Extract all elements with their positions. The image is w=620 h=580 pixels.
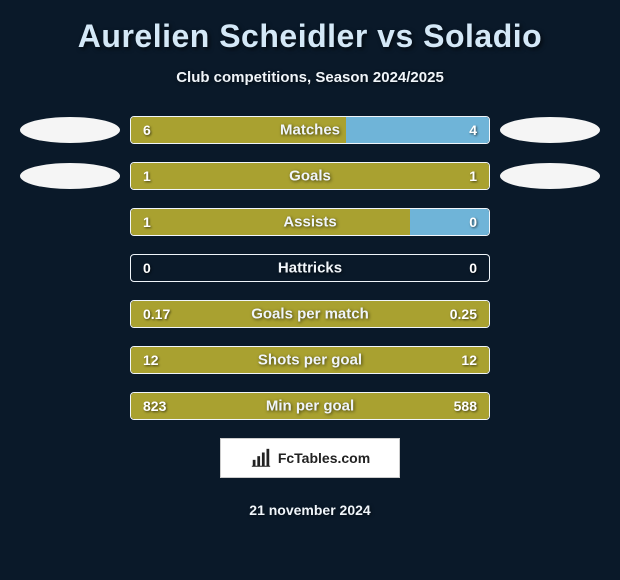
stat-bar: 1 0 Assists	[130, 208, 490, 236]
value-right: 0	[469, 260, 477, 276]
bar-right-fill	[346, 117, 489, 143]
value-right: 0	[469, 214, 477, 230]
stat-label: Matches	[280, 122, 340, 139]
value-left: 1	[143, 168, 151, 184]
value-left: 823	[143, 398, 166, 414]
team-badge-left	[20, 117, 120, 143]
value-left: 6	[143, 122, 151, 138]
bar-left-fill	[131, 209, 410, 235]
stat-row: 1 1 Goals	[10, 162, 610, 190]
stat-label: Goals per match	[251, 306, 369, 323]
value-left: 1	[143, 214, 151, 230]
stat-row: 0.17 0.25 Goals per match	[10, 300, 610, 328]
stat-row: 12 12 Shots per goal	[10, 346, 610, 374]
team-badge-left	[20, 163, 120, 189]
stat-row: 1 0 Assists	[10, 208, 610, 236]
stat-bar: 12 12 Shots per goal	[130, 346, 490, 374]
stat-bar: 0 0 Hattricks	[130, 254, 490, 282]
stat-label: Hattricks	[278, 260, 342, 277]
team-badge-right	[500, 163, 600, 189]
value-right: 588	[454, 398, 477, 414]
stat-label: Goals	[289, 168, 331, 185]
stat-row: 6 4 Matches	[10, 116, 610, 144]
stat-label: Assists	[283, 214, 336, 231]
stat-bar: 6 4 Matches	[130, 116, 490, 144]
value-right: 1	[469, 168, 477, 184]
value-right: 0.25	[450, 306, 477, 322]
stat-row: 823 588 Min per goal	[10, 392, 610, 420]
stat-bar: 0.17 0.25 Goals per match	[130, 300, 490, 328]
stat-label: Min per goal	[266, 398, 354, 415]
footer-badge[interactable]: FcTables.com	[220, 438, 400, 478]
left-badge-col	[10, 117, 130, 143]
team-badge-right	[500, 117, 600, 143]
subtitle: Club competitions, Season 2024/2025	[0, 69, 620, 86]
value-left: 12	[143, 352, 159, 368]
left-badge-col	[10, 163, 130, 189]
stat-bar: 1 1 Goals	[130, 162, 490, 190]
value-left: 0.17	[143, 306, 170, 322]
page-title: Aurelien Scheidler vs Soladio	[0, 18, 620, 55]
value-right: 4	[469, 122, 477, 138]
stat-label: Shots per goal	[258, 352, 362, 369]
stat-row: 0 0 Hattricks	[10, 254, 610, 282]
value-left: 0	[143, 260, 151, 276]
footer-label: FcTables.com	[278, 450, 370, 466]
right-badge-col	[490, 117, 610, 143]
stat-bar: 823 588 Min per goal	[130, 392, 490, 420]
value-right: 12	[461, 352, 477, 368]
date-text: 21 november 2024	[0, 502, 620, 518]
right-badge-col	[490, 163, 610, 189]
stats-area: 6 4 Matches 1 1 Goals 1 0 Assists 0 0 Hattricks 0.17…	[0, 116, 620, 420]
chart-icon	[250, 447, 272, 469]
